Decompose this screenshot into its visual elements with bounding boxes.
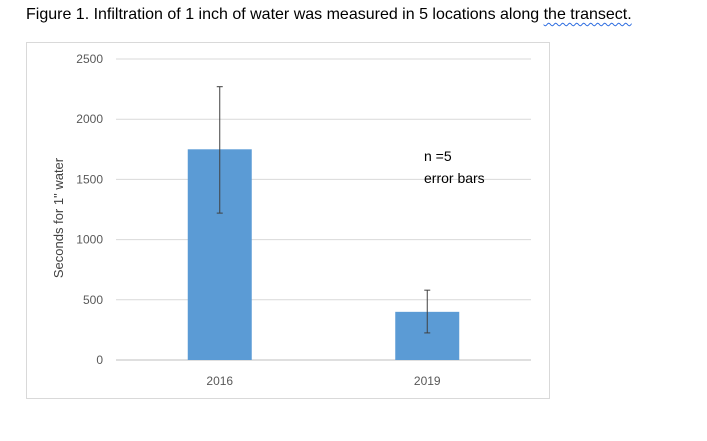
caption-text-underlined: the transect. [543,6,632,23]
y-tick-label: 0 [96,353,103,367]
gridlines [116,58,531,361]
error-bar [216,86,223,214]
y-tick-label: 2000 [76,112,103,126]
annotation-n: n =5 [424,148,452,164]
x-tick-label: 2019 [414,374,441,388]
y-tick-labels: 0 500 1000 1500 2000 2500 [76,52,103,367]
figure-caption: Figure 1. Infiltration of 1 inch of wate… [26,6,632,24]
error-bars [216,86,431,334]
y-tick-label: 1000 [76,233,103,247]
x-tick-labels: 2016 2019 [206,374,441,388]
annotation-error-bars: error bars [424,170,485,186]
caption-text: Figure 1. Infiltration of 1 inch of wate… [26,6,544,23]
chart-area [26,42,550,399]
y-tick-label: 1500 [76,172,103,186]
x-tick-label: 2016 [206,374,233,388]
y-tick-label: 500 [83,293,103,307]
y-tick-label: 2500 [76,52,103,66]
bars [187,149,460,360]
error-bar [424,289,431,334]
y-axis-label: Seconds for 1" water [51,157,66,278]
